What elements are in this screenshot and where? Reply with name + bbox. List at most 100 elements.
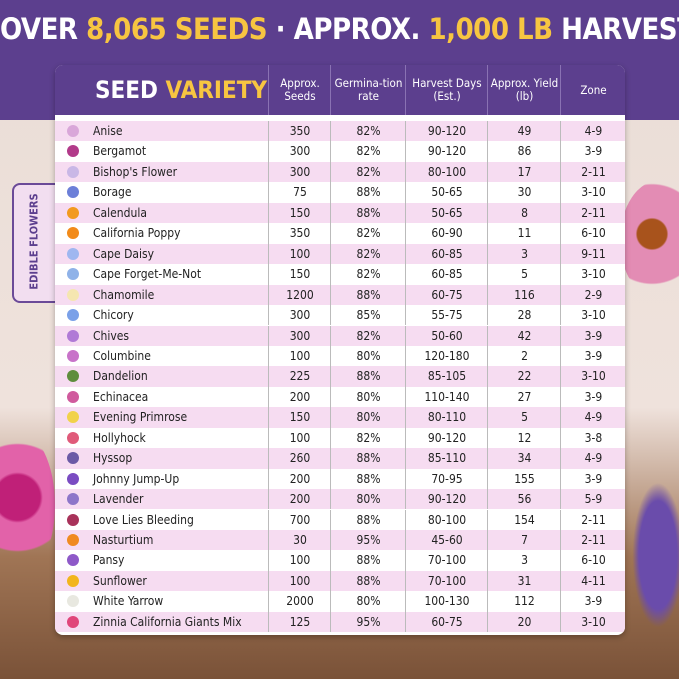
table-cell: 3 xyxy=(487,243,561,265)
table-cell: 80% xyxy=(330,591,406,612)
table-cell: 5-9 xyxy=(560,489,625,510)
flower-icon xyxy=(67,145,79,158)
flower-icon xyxy=(67,452,79,465)
variety-name: Lavender xyxy=(93,492,144,507)
table-cell: 60-75 xyxy=(405,611,488,633)
table-cell: 3-9 xyxy=(560,325,625,346)
table-cell: 50-65 xyxy=(405,202,488,224)
table-cell: 60-85 xyxy=(405,264,488,285)
variety-name: Chives xyxy=(93,328,130,343)
table-cell: 85-105 xyxy=(405,366,488,387)
table-cell: 8 xyxy=(487,202,561,224)
table-row: Cape Forget-Me-Not 150 82% 60-85 5 3-10 xyxy=(55,264,625,285)
table-cell: 150 xyxy=(268,264,331,285)
table-cell: 90-120 xyxy=(405,489,488,510)
table-cell: 27 xyxy=(487,386,561,408)
table-cell: 3-10 xyxy=(560,182,625,203)
table-cell: 5 xyxy=(487,264,561,285)
table-cell: 3-10 xyxy=(560,611,625,633)
variety-name: Echinacea xyxy=(93,389,149,404)
table-cell: 100 xyxy=(268,243,331,265)
table-cell: 4-9 xyxy=(560,121,625,142)
variety-name: Love Lies Bleeding xyxy=(93,512,194,527)
table-cell: 88% xyxy=(330,284,406,305)
table-cell: 50-65 xyxy=(405,182,488,203)
title-part: OVER xyxy=(0,12,87,46)
table-cell: 2-11 xyxy=(560,202,625,224)
table-cell: 88% xyxy=(330,366,406,387)
variety-name: Cape Forget-Me-Not xyxy=(93,267,202,282)
table-cell: 30 xyxy=(487,182,561,203)
table-cell: 70-100 xyxy=(405,570,488,592)
variety-name: Cape Daisy xyxy=(93,246,155,261)
variety-name: Bergamot xyxy=(93,144,147,159)
title: OVER 8,065 SEEDS · APPROX. 1,000 LB HARV… xyxy=(0,12,679,46)
flower-icon xyxy=(67,349,79,362)
flower-icon xyxy=(67,534,79,546)
flower-icon xyxy=(67,165,79,178)
table-row: Chives 300 82% 50-60 42 3-9 xyxy=(55,325,625,346)
table-cell: 88% xyxy=(330,550,406,571)
side-tab: EDIBLE FLOWERS xyxy=(12,183,56,303)
table-cell: 3-9 xyxy=(560,386,625,408)
table-cell: 31 xyxy=(487,570,561,592)
table-cell: 4-11 xyxy=(560,570,625,592)
table-cell: 2-11 xyxy=(560,509,625,530)
table-cell: 3-9 xyxy=(560,468,625,490)
variety-name: Evening Primrose xyxy=(93,410,188,425)
table-cell: 6-10 xyxy=(560,223,625,244)
table-cell: 85-110 xyxy=(405,448,488,469)
variety-name: Bishop's Flower xyxy=(93,164,178,179)
variety-name: Johnny Jump-Up xyxy=(93,471,180,486)
table-cell: 3-10 xyxy=(560,305,625,326)
table-cell: 200 xyxy=(268,489,331,510)
variety-name: Hyssop xyxy=(93,451,133,466)
table-cell: 80% xyxy=(330,345,406,367)
table-row: Columbine 100 80% 120-180 2 3-9 xyxy=(55,345,625,367)
table-cell: 90-120 xyxy=(405,427,488,449)
side-label: EDIBLE FLOWERS xyxy=(27,193,41,290)
title-part: · APPROX. xyxy=(267,12,429,46)
variety-name: Sunflower xyxy=(93,573,147,588)
table-row: Cape Daisy 100 82% 60-85 3 9-11 xyxy=(55,243,625,265)
title-part: HARVEST xyxy=(561,12,679,46)
flower-icon xyxy=(67,513,79,526)
table-cell: 150 xyxy=(268,202,331,224)
flower-icon xyxy=(67,125,79,137)
table-cell: 3-10 xyxy=(560,264,625,285)
title-part: 1,000 LB xyxy=(428,12,553,46)
variety-name: California Poppy xyxy=(93,226,181,241)
table-cell: 88% xyxy=(330,570,406,592)
variety-name: White Yarrow xyxy=(93,594,164,609)
table-row: Johnny Jump-Up 200 88% 70-95 155 3-9 xyxy=(55,468,625,490)
column-header: Approx. Yield (lb) xyxy=(487,65,561,115)
table-cell: 300 xyxy=(268,305,331,326)
table-row: Bergamot 300 82% 90-120 86 3-9 xyxy=(55,141,625,162)
table-row: Love Lies Bleeding 700 88% 80-100 154 2-11 xyxy=(55,509,625,530)
table-cell: 3-9 xyxy=(560,141,625,162)
flower-icon xyxy=(67,370,79,383)
table-cell: 55-75 xyxy=(405,305,488,326)
flower-icon xyxy=(67,206,79,219)
table-row: Hollyhock 100 82% 90-120 12 3-8 xyxy=(55,427,625,449)
variety-name: Hollyhock xyxy=(93,430,146,445)
table-row: Dandelion 225 88% 85-105 22 3-10 xyxy=(55,366,625,387)
table-cell: 28 xyxy=(487,305,561,326)
flower-icon xyxy=(67,472,79,485)
table-cell: 82% xyxy=(330,223,406,244)
table-cell: 88% xyxy=(330,468,406,490)
flower-icon xyxy=(67,268,79,281)
table-cell: 88% xyxy=(330,182,406,203)
table-cell: 85% xyxy=(330,305,406,326)
table-row: Lavender 200 80% 90-120 56 5-9 xyxy=(55,489,625,510)
table: SEED VARIETY Approx. Seeds Germina-tion ra… xyxy=(55,65,625,635)
flower-icon xyxy=(67,247,79,260)
table-cell: 82% xyxy=(330,121,406,142)
flower-icon xyxy=(67,227,79,240)
table-row: Anise 350 82% 90-120 49 4-9 xyxy=(55,121,625,142)
table-cell: 75 xyxy=(268,182,331,203)
table-cell: 2 xyxy=(487,345,561,367)
table-cell: 88% xyxy=(330,509,406,530)
table-cell: 2-9 xyxy=(560,284,625,305)
table-title: SEED VARIETY xyxy=(95,65,267,115)
